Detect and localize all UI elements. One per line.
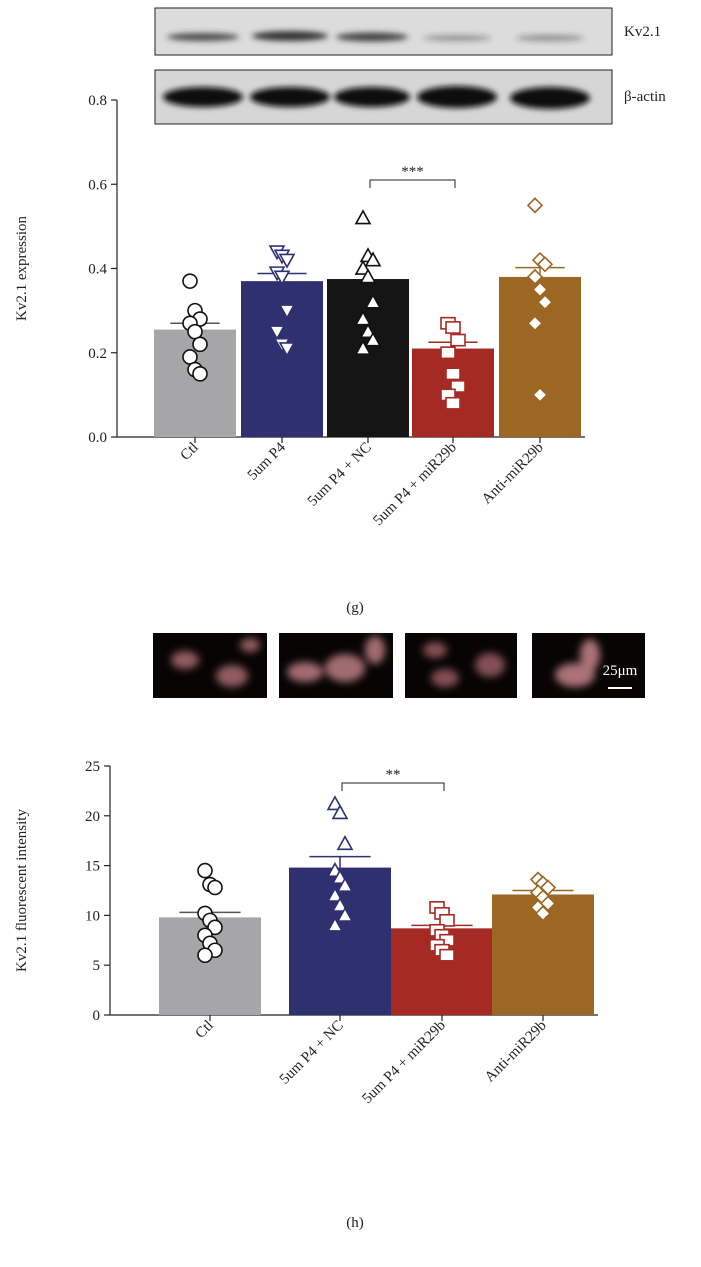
y-tick-label: 25 [85, 759, 100, 775]
data-point [208, 881, 222, 895]
data-point [451, 335, 465, 346]
y-tick-label: 5 [93, 958, 101, 974]
scale-label: 25μm [603, 663, 638, 679]
x-tick-label: Ctl [178, 440, 202, 464]
y-tick-label: 0.8 [88, 93, 107, 109]
data-point [528, 198, 542, 212]
significance-label: ** [386, 767, 401, 783]
microscopy: 25μm [153, 633, 645, 698]
significance-bracket [370, 180, 455, 188]
data-point [441, 347, 455, 358]
y-tick-label: 10 [85, 908, 100, 924]
x-tick-label: 5um P4 + miR29b [359, 1018, 448, 1107]
x-tick-label: 5um P4 + NC [277, 1018, 347, 1088]
x-tick-label: Anti-miR29b [482, 1018, 550, 1086]
y-tick-label: 0.0 [88, 430, 107, 446]
significance-label: *** [401, 164, 424, 180]
y-tick-label: 0.2 [88, 346, 107, 362]
blot-panel [155, 8, 612, 55]
data-point [446, 368, 460, 379]
y-tick-label: 15 [85, 859, 100, 875]
y-tick-label: 0 [93, 1008, 101, 1024]
x-tick-label: 5um P4 + miR29b [370, 440, 459, 529]
data-point [198, 948, 212, 962]
data-point [446, 322, 460, 333]
y-tick-label: 0.4 [88, 262, 107, 278]
x-tick-label: 5um P4 + NC [305, 440, 375, 510]
western-blot: Kv2.1 β-actin [155, 8, 666, 124]
x-tick-label: Anti-miR29b [479, 440, 547, 508]
x-tick-label: 5um P4 [245, 439, 289, 483]
significance-bracket [342, 783, 444, 791]
caption: (g) [346, 600, 364, 616]
x-tick-label: Ctl [193, 1018, 217, 1042]
data-point [356, 211, 370, 224]
y-tick-label: 0.6 [88, 177, 107, 193]
data-point [183, 274, 197, 288]
blot-label: β-actin [624, 89, 666, 105]
data-point [338, 837, 352, 850]
y-axis-label: Kv2.1 fluorescent intensity [14, 809, 30, 972]
data-point [198, 864, 212, 878]
data-point [193, 367, 207, 381]
data-point [440, 950, 454, 961]
y-axis-label: Kv2.1 expression [14, 216, 30, 321]
y-tick-label: 20 [85, 809, 100, 825]
caption: (h) [346, 1215, 364, 1231]
data-point [193, 337, 207, 351]
figure: Kv2.1 β-actin (g) 25μm (h) 0.0 0.2 0.4 0.6 0… [0, 0, 701, 1267]
blot-label: Kv2.1 [624, 24, 661, 40]
data-point [446, 398, 460, 409]
